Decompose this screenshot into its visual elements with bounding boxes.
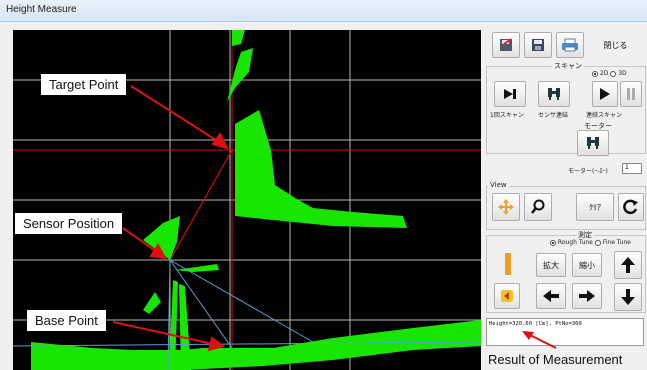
base-point-callout: Base Point (27, 310, 106, 331)
result-box: Height=320.60 [Cm], PtNo=360 (486, 318, 644, 346)
scan-canvas (13, 30, 481, 370)
target-point-callout: Target Point (41, 74, 127, 95)
motor-icon (587, 137, 599, 149)
sensor-icon (548, 88, 560, 100)
continuous-scan-button[interactable] (592, 81, 618, 107)
tune-selector[interactable]: Rough Tune Fine Tune (550, 239, 631, 246)
scan-mode-selector[interactable]: 2D 3D (592, 70, 627, 77)
title-bar: Height Measure (0, 0, 647, 22)
export-icon (501, 290, 513, 302)
motor-speed-field[interactable]: 1 (622, 163, 642, 174)
view-section-label: View (488, 181, 509, 189)
measure-group (486, 235, 646, 313)
export-button[interactable] (494, 283, 520, 309)
pause-icon (627, 88, 635, 100)
magnifier-icon (531, 199, 545, 214)
refresh-button[interactable] (618, 193, 644, 221)
save-icon (532, 39, 544, 51)
sensor-link-button[interactable] (538, 81, 570, 107)
view-group (486, 186, 646, 230)
zoom-button[interactable] (524, 193, 552, 221)
open-icon (500, 38, 512, 51)
arrow-right-icon (579, 290, 595, 302)
arrow-up-icon (621, 257, 635, 273)
mode-3d-label: 3D (618, 70, 627, 77)
move-icon (498, 199, 514, 215)
move-left-button[interactable] (536, 283, 566, 309)
rough-tune-label: Rough Tune (557, 239, 593, 246)
continuous-scan-label: 連続スキャン (586, 112, 623, 119)
arrow-left-icon (543, 290, 559, 302)
sensor-position-callout: Sensor Position (15, 213, 123, 234)
print-icon (562, 38, 578, 52)
scan-view[interactable]: Target Point Sensor Position Base Point (13, 30, 481, 370)
control-panel: 閉じる スキャン 2D 3D 1回スキャ (484, 30, 647, 370)
motor-button[interactable] (577, 130, 609, 156)
single-scan-button[interactable] (494, 81, 526, 107)
step-forward-icon (504, 89, 516, 99)
refresh-icon (623, 199, 638, 215)
fine-tune-radio[interactable] (594, 239, 601, 246)
save-button[interactable] (524, 32, 552, 58)
result-caption: Result of Measurement (488, 352, 623, 367)
move-up-button[interactable] (614, 251, 642, 279)
fine-tune-label: Fine Tune (602, 239, 631, 246)
sensor-link-label: センサ連結 (538, 112, 569, 119)
clear-button[interactable]: ｸﾘｱ (576, 193, 614, 221)
scan-points (31, 30, 481, 370)
move-down-button[interactable] (614, 283, 642, 311)
result-text: Height=320.60 [Cm], PtNo=360 (489, 321, 582, 327)
open-button[interactable] (492, 32, 520, 58)
laser-lines (13, 259, 481, 370)
mode-2d-label: 2D (599, 70, 609, 77)
rough-tune-radio[interactable] (550, 239, 556, 246)
zoom-out-button[interactable]: 縮小 (572, 253, 602, 277)
mode-3d-radio[interactable] (610, 70, 617, 77)
result-arrow (522, 331, 557, 349)
height-bar-icon (505, 253, 511, 275)
scan-section-label: スキャン (552, 61, 584, 71)
play-icon (600, 88, 610, 100)
window-title: Height Measure (6, 4, 77, 15)
pan-button[interactable] (492, 193, 520, 221)
pause-button[interactable] (620, 81, 642, 107)
move-right-button[interactable] (572, 283, 602, 309)
close-button[interactable]: 閉じる (588, 32, 643, 58)
measure-section-label: 測定 (576, 230, 594, 240)
arrow-down-icon (621, 289, 635, 305)
motor-speed-label: モーター(ｰ-ﾛｰ) (568, 168, 608, 175)
height-marker-button[interactable] (492, 248, 524, 280)
print-button[interactable] (556, 32, 584, 58)
zoom-in-button[interactable]: 拡大 (536, 253, 566, 277)
single-scan-label: 1回スキャン (490, 112, 524, 119)
mode-2d-radio[interactable] (592, 70, 598, 77)
motor-section-label: モーター (582, 121, 614, 131)
callout-arrows (112, 85, 229, 352)
